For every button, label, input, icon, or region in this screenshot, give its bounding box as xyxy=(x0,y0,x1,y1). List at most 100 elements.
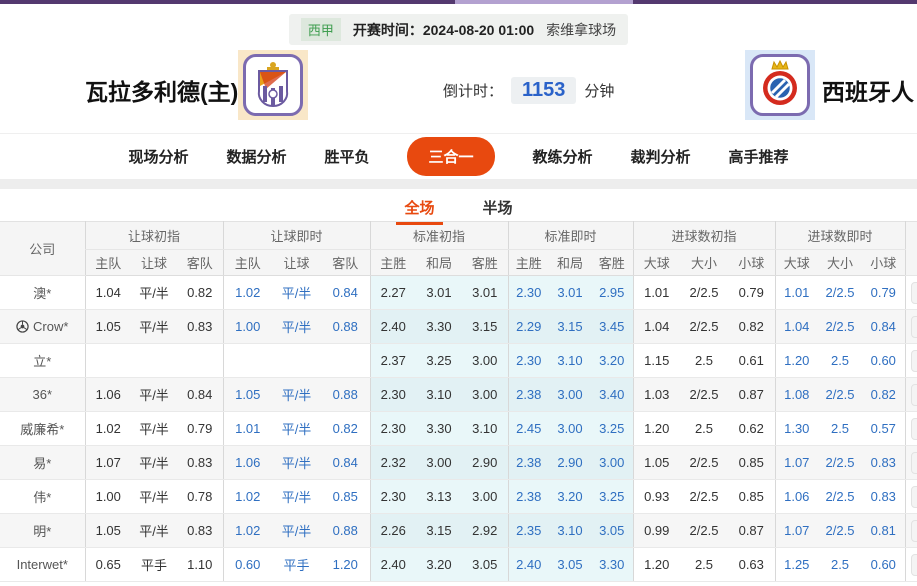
odds-cell-std_live-3: 2.95 xyxy=(591,275,633,310)
odds-cell-handicap_live-2: 平/半 xyxy=(272,377,321,412)
odds-cell-handicap_live-2: 平/半 xyxy=(272,275,321,310)
odds-cell-goals_initial-2: 2/2.5 xyxy=(680,377,728,412)
row-detail-button[interactable] xyxy=(910,349,917,372)
column-header-more xyxy=(904,221,917,276)
odds-cell-std_live-1: 2.40 xyxy=(507,547,549,582)
odds-cell-goals_initial-3: 0.62 xyxy=(728,411,776,446)
odds-cell-handicap_initial-1: 1.04 xyxy=(84,275,131,310)
period-tab-2[interactable]: 半场 xyxy=(482,200,513,217)
row-detail-button[interactable] xyxy=(910,281,917,304)
odds-cell-std_live-3: 3.25 xyxy=(591,411,633,446)
row-detail-button[interactable] xyxy=(910,417,917,440)
odds-cell-handicap_initial-2: 平/半 xyxy=(131,445,177,480)
column-header-handicap_live-2: 让球 xyxy=(272,249,321,276)
bookmaker-name: 伟* xyxy=(0,479,85,514)
nav-item-2[interactable]: 数据分析 xyxy=(226,149,287,166)
bookmaker-row-4: 36* 1.06 平/半 0.84 1.05 平/半 0.88 2.30 3.10 3.00 2.3… xyxy=(0,377,917,412)
odds-cell-handicap_live-2 xyxy=(272,343,321,378)
bookmaker-row-6: 易* 1.07 平/半 0.83 1.06 平/半 0.84 2.32 3.00 2.90 2.38… xyxy=(0,445,917,480)
odds-cell-std_live-2: 3.00 xyxy=(549,411,591,446)
row-detail-button[interactable] xyxy=(910,553,917,576)
odds-cell-goals_live-2: 2/2.5 xyxy=(818,513,863,548)
column-header-goals_initial-1: 大球 xyxy=(632,249,680,276)
odds-cell-std_live-2: 3.20 xyxy=(549,479,591,514)
period-tab-1[interactable]: 全场 xyxy=(396,197,443,225)
odds-cell-goals_initial-1: 1.03 xyxy=(632,377,680,412)
row-detail-button[interactable] xyxy=(910,315,917,338)
nav-item-7[interactable]: 高手推荐 xyxy=(728,149,789,166)
odds-cell-std_initial-3: 2.90 xyxy=(462,445,508,480)
nav-item-5[interactable]: 教练分析 xyxy=(532,149,593,166)
column-header-goals_live-1: 大球 xyxy=(774,249,819,276)
odds-cell-std_initial-1: 2.32 xyxy=(369,445,416,480)
countdown: 倒计时： 1153 分钟 xyxy=(443,77,614,104)
row-detail-button[interactable] xyxy=(910,485,917,508)
bookmaker-label: 澳* xyxy=(33,286,52,301)
odds-cell-std_initial-1: 2.30 xyxy=(369,411,416,446)
odds-cell-goals_live-3: 0.82 xyxy=(862,377,906,412)
odds-cell-goals_live-3: 0.60 xyxy=(862,343,906,378)
odds-cell-std_initial-3: 3.15 xyxy=(462,309,508,344)
odds-cell-goals_live-1: 1.04 xyxy=(774,309,819,344)
odds-cell-goals_initial-1: 1.05 xyxy=(632,445,680,480)
odds-cell-goals_initial-2: 2/2.5 xyxy=(680,309,728,344)
odds-cell-handicap_initial-3: 0.83 xyxy=(177,445,223,480)
column-header-company: 公司 xyxy=(0,221,85,276)
odds-cell-handicap_live-2: 平/半 xyxy=(272,513,321,548)
odds-cell-std_initial-3: 3.00 xyxy=(462,343,508,378)
odds-cell-std_live-1: 2.38 xyxy=(507,445,549,480)
odds-cell-std_initial-1: 2.40 xyxy=(369,547,416,582)
bookmaker-label: 易* xyxy=(33,456,52,471)
nav-item-4[interactable]: 三合一 xyxy=(407,137,495,176)
row-action-partial xyxy=(904,309,917,344)
odds-cell-goals_live-1: 1.01 xyxy=(774,275,819,310)
odds-cell-goals_initial-2: 2/2.5 xyxy=(680,445,728,480)
row-action-partial xyxy=(904,343,917,378)
odds-cell-std_live-3: 3.30 xyxy=(591,547,633,582)
odds-cell-std_live-1: 2.30 xyxy=(507,343,549,378)
odds-cell-handicap_initial-3: 0.83 xyxy=(177,513,223,548)
odds-cell-goals_initial-3: 0.61 xyxy=(728,343,776,378)
odds-cell-handicap_live-1: 1.00 xyxy=(222,309,272,344)
bookmaker-name: Interwet* xyxy=(0,547,85,582)
row-detail-button[interactable] xyxy=(910,383,917,406)
bookmaker-row-5: 威廉希* 1.02 平/半 0.79 1.01 平/半 0.82 2.30 3.30 3.10 2.… xyxy=(0,411,917,446)
odds-cell-handicap_initial-3: 0.79 xyxy=(177,411,223,446)
odds-cell-std_initial-2: 3.30 xyxy=(416,411,462,446)
odds-cell-goals_initial-3: 0.85 xyxy=(728,445,776,480)
odds-cell-goals_live-2: 2/2.5 xyxy=(818,479,863,514)
odds-cell-goals_initial-1: 0.99 xyxy=(632,513,680,548)
nav-item-3[interactable]: 胜平负 xyxy=(324,149,370,166)
odds-cell-goals_initial-3: 0.82 xyxy=(728,309,776,344)
odds-cell-std_live-1: 2.38 xyxy=(507,377,549,412)
odds-cell-goals_initial-1: 0.93 xyxy=(632,479,680,514)
nav-item-1[interactable]: 现场分析 xyxy=(128,149,189,166)
column-header-handicap_live-1: 主队 xyxy=(222,249,272,276)
bookmaker-label: Crow* xyxy=(33,319,69,334)
odds-cell-handicap_initial-3: 0.78 xyxy=(177,479,223,514)
top-progress-strip xyxy=(0,0,917,4)
odds-cell-std_initial-3: 3.00 xyxy=(462,377,508,412)
odds-cell-goals_initial-1: 1.01 xyxy=(632,275,680,310)
row-detail-button[interactable] xyxy=(910,519,917,542)
odds-cell-goals_live-3: 0.81 xyxy=(862,513,906,548)
bookmaker-name: 立* xyxy=(0,343,85,378)
odds-cell-std_initial-1: 2.37 xyxy=(369,343,416,378)
odds-cell-std_initial-2: 3.25 xyxy=(416,343,462,378)
odds-cell-std_initial-1: 2.30 xyxy=(369,377,416,412)
odds-cell-std_live-2: 3.10 xyxy=(549,343,591,378)
odds-cell-goals_live-2: 2/2.5 xyxy=(818,309,863,344)
analysis-nav: 现场分析 数据分析 胜平负 三合一 教练分析 裁判分析 高手推荐 xyxy=(0,133,917,179)
odds-cell-handicap_live-1 xyxy=(222,343,272,378)
row-detail-button[interactable] xyxy=(910,451,917,474)
column-group-goals_live: 进球数即时 xyxy=(774,221,906,250)
bookmaker-label: 威廉希* xyxy=(20,422,65,437)
odds-cell-goals_initial-1: 1.20 xyxy=(632,547,680,582)
odds-cell-std_initial-2: 3.20 xyxy=(416,547,462,582)
odds-cell-std_initial-3: 3.10 xyxy=(462,411,508,446)
odds-cell-goals_initial-2: 2/2.5 xyxy=(680,275,728,310)
odds-cell-handicap_live-3: 0.85 xyxy=(321,479,370,514)
league-badge[interactable]: 西甲 xyxy=(300,18,341,41)
nav-item-6[interactable]: 裁判分析 xyxy=(630,149,691,166)
odds-cell-handicap_live-1: 1.05 xyxy=(222,377,272,412)
